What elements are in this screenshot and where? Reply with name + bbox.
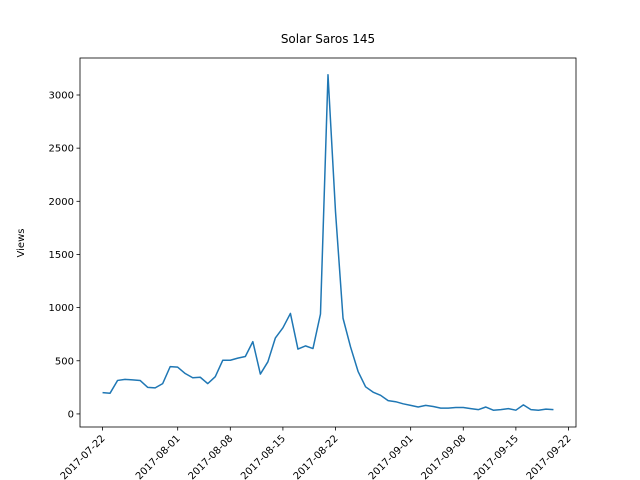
line-series bbox=[102, 74, 554, 411]
chart-title: Solar Saros 145 bbox=[281, 32, 375, 46]
x-tick-label: 2017-08-22 bbox=[292, 433, 341, 480]
plot-frame bbox=[79, 57, 577, 428]
y-tick-label: 2500 bbox=[49, 144, 74, 155]
y-tick-label: 1500 bbox=[49, 250, 74, 261]
x-tick-label: 2017-08-15 bbox=[239, 433, 288, 480]
x-tick-label: 2017-09-15 bbox=[472, 433, 521, 480]
y-tick-label: 500 bbox=[55, 356, 74, 367]
x-tick-label: 2017-09-22 bbox=[525, 433, 574, 480]
x-tick-label: 2017-08-08 bbox=[187, 433, 236, 480]
y-tick-label: 1000 bbox=[49, 303, 74, 314]
y-tick-label: 2000 bbox=[49, 197, 74, 208]
y-tick-label: 0 bbox=[68, 409, 74, 420]
x-tick-label: 2017-09-08 bbox=[420, 433, 469, 480]
y-tick-label: 3000 bbox=[49, 90, 74, 101]
x-tick-label: 2017-09-01 bbox=[367, 433, 416, 480]
x-tick-label: 2017-08-01 bbox=[134, 433, 183, 480]
y-axis-label: Views bbox=[16, 229, 27, 258]
x-tick-label: 2017-07-22 bbox=[59, 433, 108, 480]
